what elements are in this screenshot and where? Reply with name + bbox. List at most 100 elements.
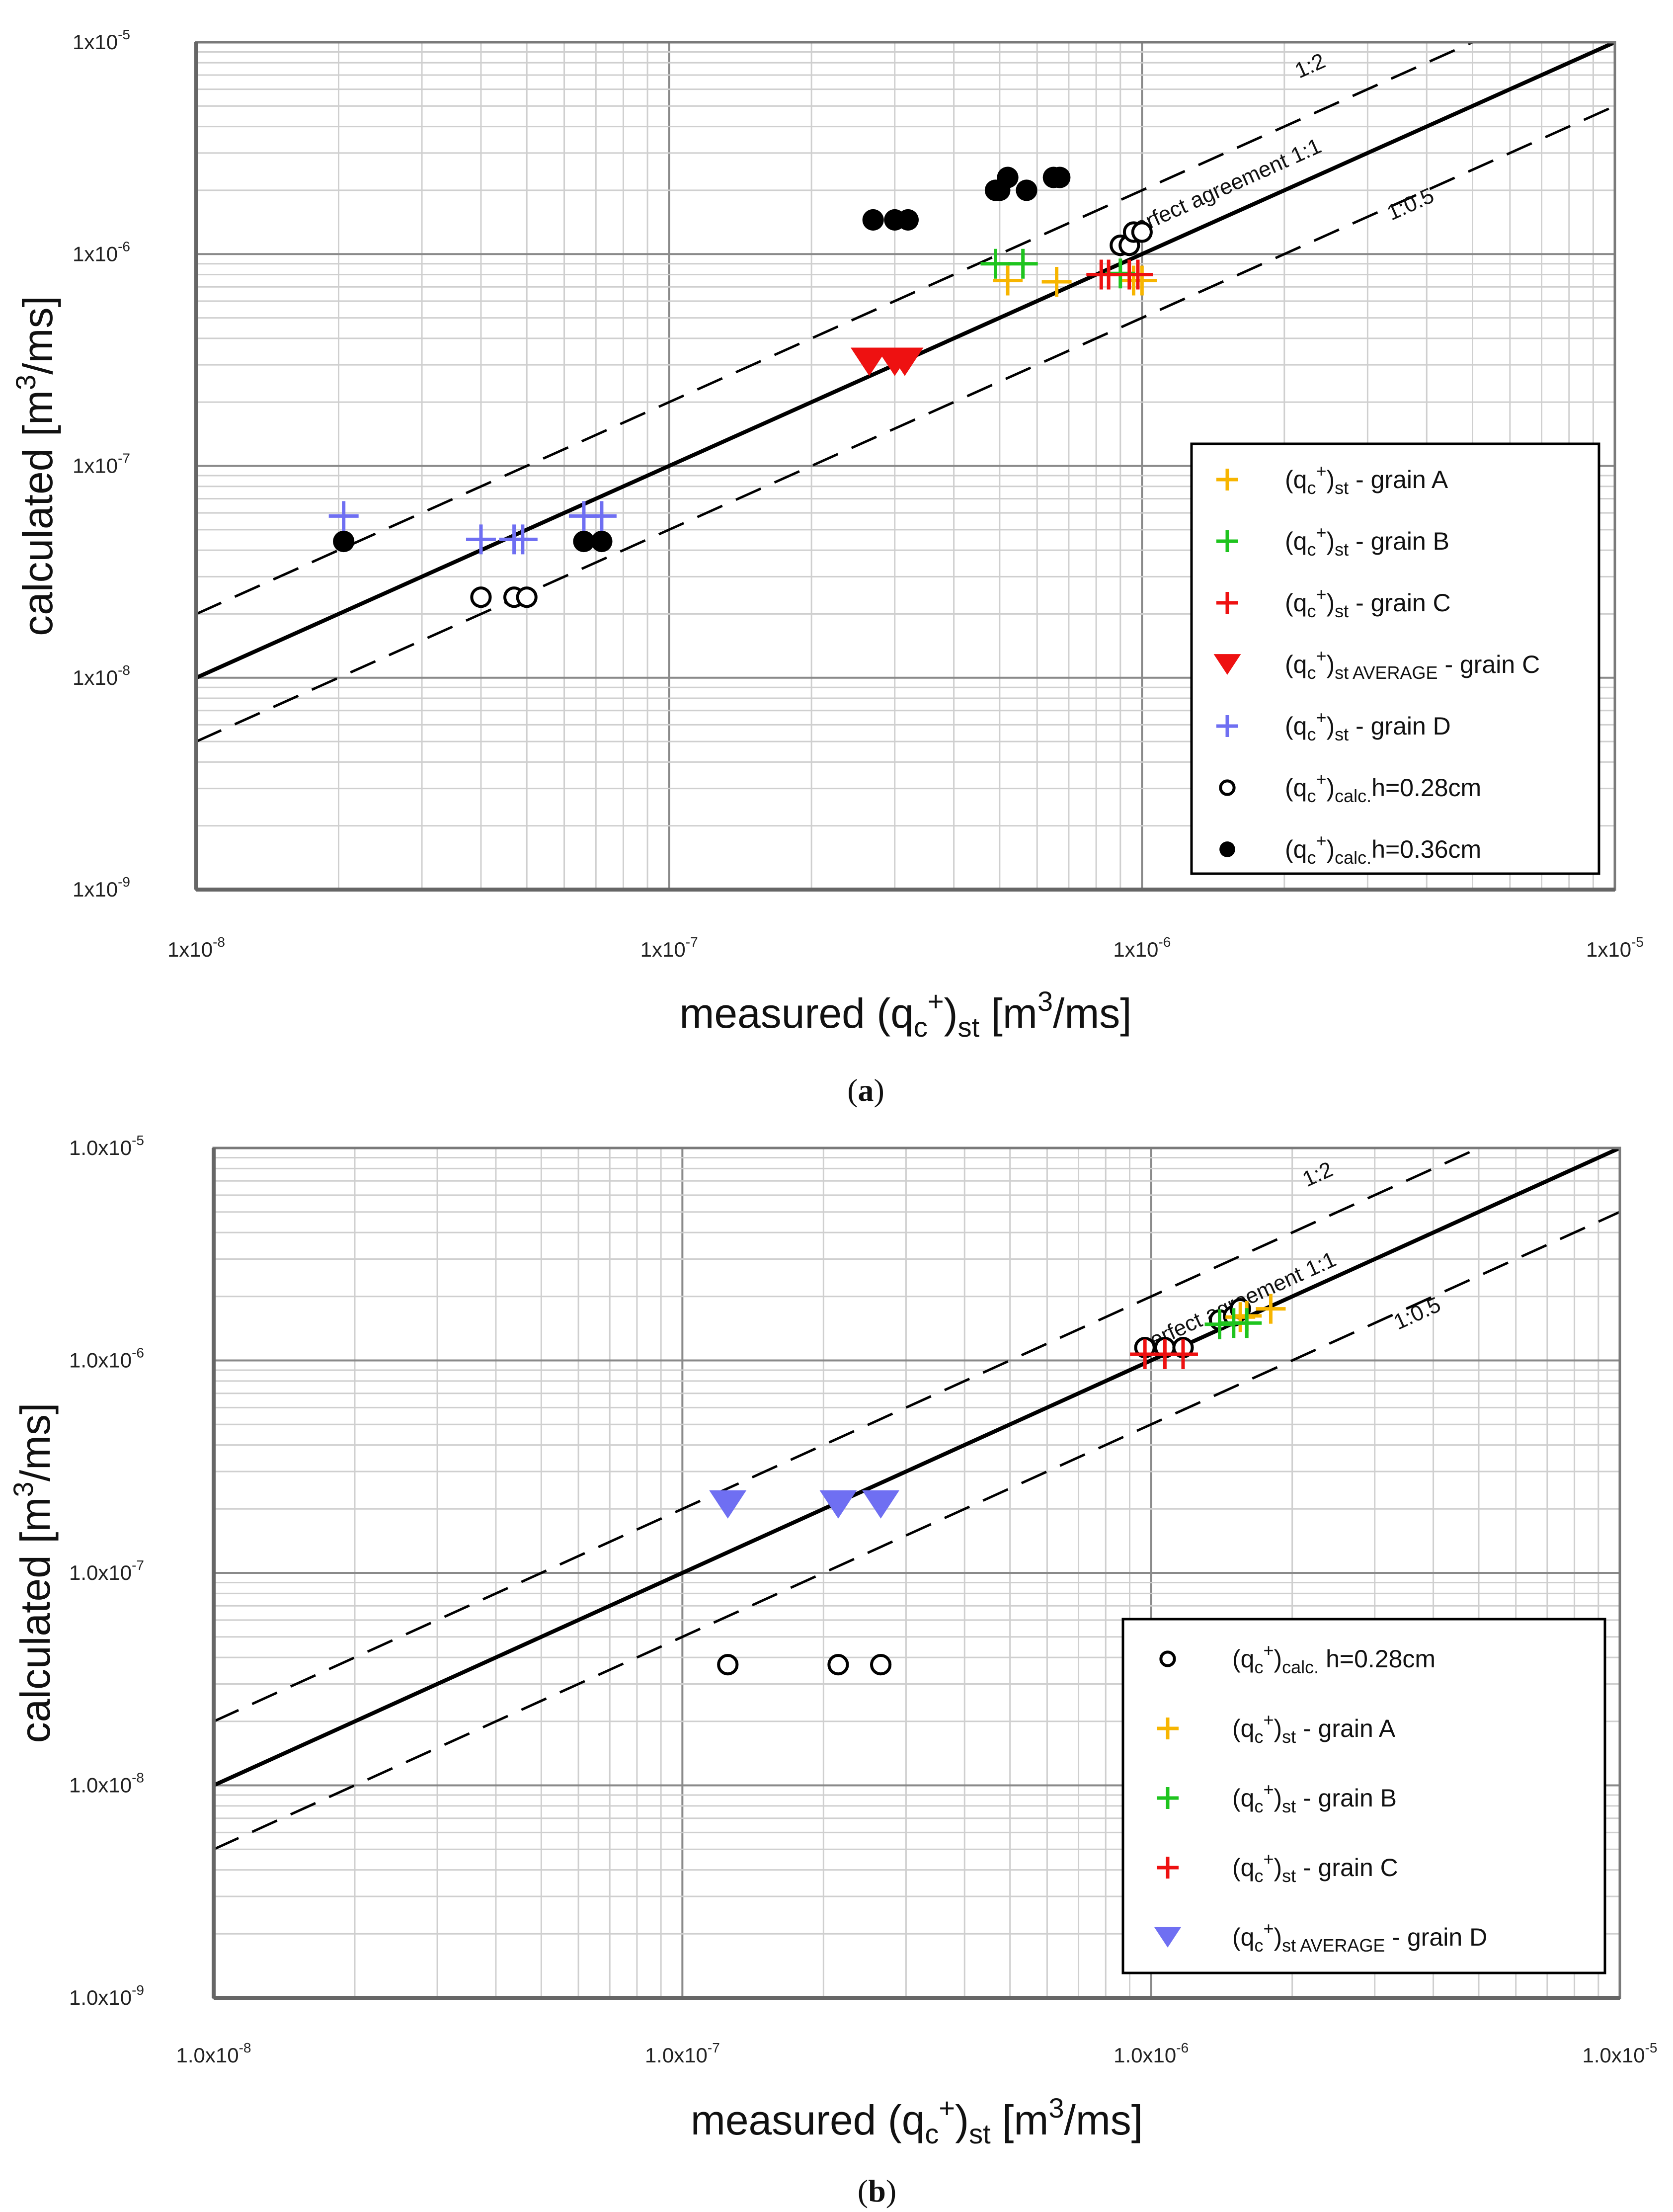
legend-marker: [1219, 779, 1236, 796]
data-point: [862, 1490, 900, 1519]
data-point: [1127, 265, 1157, 296]
legend-label: (qc+)st - grain B: [1285, 522, 1449, 560]
legend-label: (qc+)calc.h=0.36cm: [1285, 830, 1481, 868]
legend: (qc+)calc. h=0.28cm (qc+)st - grain A (qc+…: [1121, 1618, 1606, 1974]
data-point: [507, 524, 538, 555]
data-point: [897, 209, 919, 231]
series-grain-c: [1130, 1339, 1198, 1369]
data-point: [850, 347, 888, 376]
legend-marker: [1216, 592, 1238, 614]
data-point: [870, 1653, 892, 1676]
legend-label: (qc+)st - grain B: [1232, 1779, 1397, 1816]
data-point: [717, 1653, 739, 1676]
data-point: [1049, 166, 1071, 188]
data-point: [333, 530, 355, 553]
y-tick-label: 1.0x10-6: [69, 1345, 144, 1372]
legend-label: (qc+)st - grain A: [1232, 1710, 1396, 1747]
legend-item: (qc+)calc.h=0.28cm: [1219, 769, 1481, 806]
x-tick-label: 1x10-7: [640, 934, 698, 961]
legend-marker: [1219, 841, 1235, 857]
data-point: [470, 586, 492, 608]
legend-label: (qc+)st AVERAGE - grain C: [1285, 646, 1540, 683]
legend-label: (qc+)st - grain D: [1285, 707, 1451, 744]
y-axis-title: calculated [m3/ms]: [10, 296, 61, 636]
x-tick-label: 1.0x10-5: [1582, 2040, 1657, 2067]
data-point: [466, 524, 496, 555]
legend-item: (qc+)st - grain A: [1157, 1710, 1396, 1747]
x-tick-label: 1.0x10-7: [645, 2040, 720, 2067]
legend-marker: [1157, 1787, 1179, 1809]
data-point: [1168, 1339, 1198, 1369]
y-axis-title: calculated [m3/ms]: [7, 1403, 59, 1743]
legend-label: (qc+)calc.h=0.28cm: [1285, 769, 1481, 806]
legend: (qc+)st - grain A (qc+)st - grain B (qc+)s…: [1190, 442, 1600, 875]
x-tick-label: 1x10-5: [1586, 934, 1644, 961]
legend-item: (qc+)st - grain C: [1216, 584, 1451, 621]
data-point: [1008, 248, 1038, 279]
legend-item: (qc+)st - grain B: [1157, 1779, 1397, 1816]
legend-item: (qc+)calc. h=0.28cm: [1159, 1640, 1435, 1677]
data-point: [586, 501, 617, 531]
legend-label: (qc+)st - grain C: [1232, 1849, 1398, 1886]
legend-marker: [1157, 1718, 1179, 1739]
legend-box: [1190, 442, 1600, 875]
legend-item: (qc+)st - grain D: [1216, 707, 1451, 744]
legend-item: (qc+)st - grain B: [1216, 522, 1449, 560]
data-point: [862, 209, 884, 231]
legend-label: (qc+)st - grain A: [1285, 461, 1448, 498]
reference-line: [196, 42, 1476, 615]
y-tick-label: 1.0x10-7: [69, 1557, 144, 1584]
series-calc-h-0-28cm: [470, 221, 1153, 608]
data-point: [709, 1490, 747, 1519]
data-point: [1256, 1294, 1286, 1324]
data-point: [1232, 1308, 1262, 1338]
legend-item: (qc+)st - grain A: [1216, 461, 1448, 498]
data-points: [709, 1294, 1286, 1676]
x-tick-label: 1x10-6: [1113, 934, 1171, 961]
data-point: [997, 166, 1019, 188]
y-tick-label: 1.0x10-9: [69, 1982, 144, 2009]
series-grain-d: [328, 501, 617, 555]
data-points: [328, 166, 1157, 608]
x-axis-title: measured (qc+)st [m3/ms]: [679, 985, 1131, 1043]
legend-marker: [1157, 1857, 1179, 1879]
data-point: [1131, 221, 1153, 243]
legend-label: (qc+)st - grain C: [1285, 584, 1451, 621]
data-point: [819, 1490, 857, 1519]
data-point: [516, 586, 538, 608]
legend-marker: [1216, 469, 1238, 491]
data-point: [1041, 266, 1072, 297]
data-point: [1016, 179, 1037, 201]
legend-marker: [1216, 530, 1238, 552]
data-point: [328, 501, 359, 531]
data-point: [573, 530, 595, 553]
legend-marker: [1159, 1650, 1176, 1667]
series-calc-h-0-36cm: [333, 166, 1071, 553]
x-axis-title: measured (qc+)st [m3/ms]: [691, 2092, 1143, 2149]
series-grain-b: [1204, 1308, 1262, 1339]
figure-caption: (a): [847, 1072, 884, 1108]
data-point: [827, 1653, 849, 1676]
legend-marker: [1216, 715, 1238, 737]
reference-line: [196, 105, 1615, 743]
figure-caption: (b): [858, 2173, 896, 2209]
y-tick-label: 1x10-6: [73, 239, 130, 265]
reference-line: [214, 1211, 1620, 1851]
legend-item: (qc+)calc.h=0.36cm: [1219, 830, 1481, 868]
series-grain-a: [993, 265, 1157, 297]
series-grain-d-average: [709, 1490, 900, 1519]
y-tick-label: 1x10-7: [73, 451, 130, 478]
series-grain-c: [1086, 259, 1153, 290]
legend-marker: [1154, 1927, 1182, 1948]
data-point: [993, 265, 1023, 296]
legend-label: (qc+)calc. h=0.28cm: [1232, 1640, 1435, 1677]
reference-lines: [214, 1148, 1620, 1851]
y-tick-label: 1x10-9: [73, 874, 130, 901]
data-point: [591, 530, 613, 553]
y-tick-label: 1x10-5: [73, 27, 130, 54]
legend-box: [1121, 1618, 1606, 1974]
legend-item: (qc+)st - grain C: [1157, 1849, 1398, 1886]
legend-item: (qc+)st AVERAGE - grain C: [1213, 646, 1540, 683]
legend-marker: [1213, 654, 1241, 675]
